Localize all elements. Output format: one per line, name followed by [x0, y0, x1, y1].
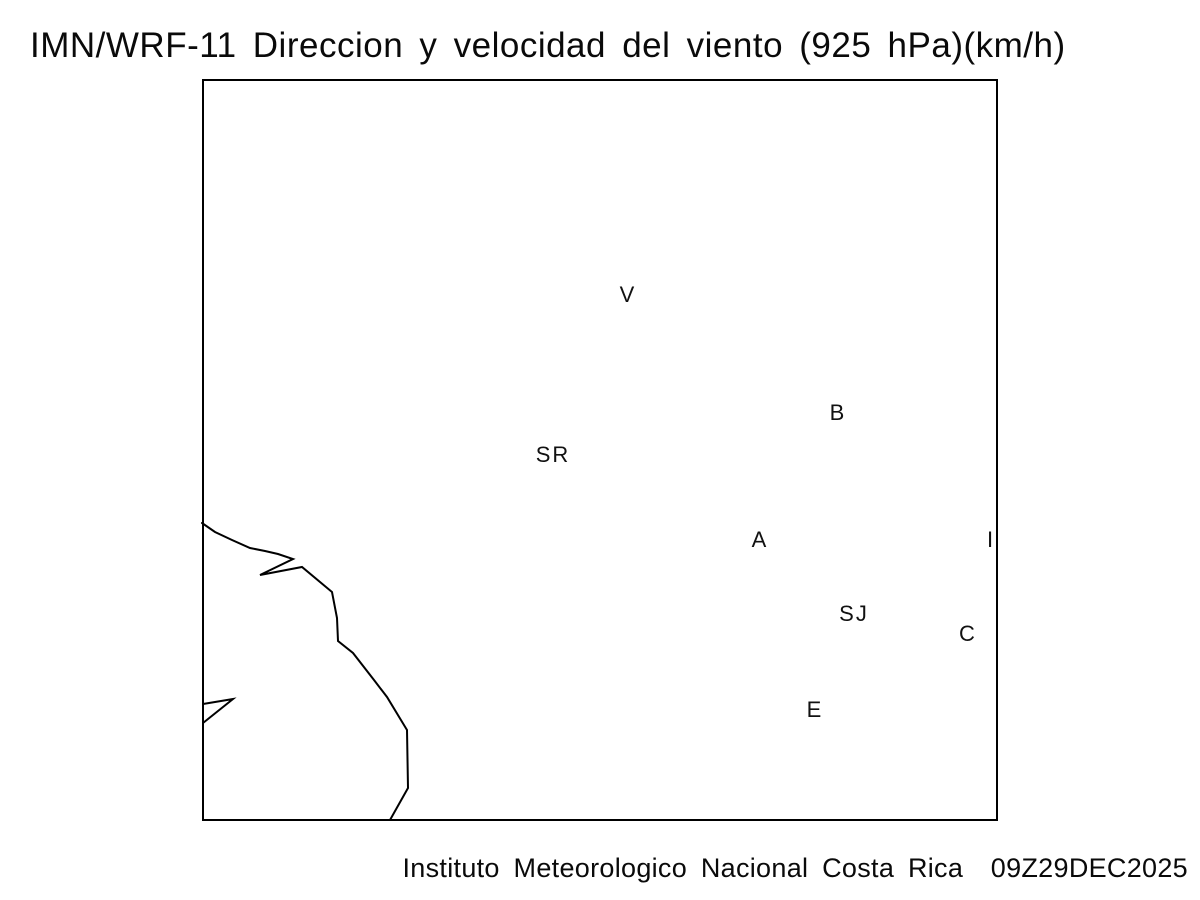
station-label-c: C	[959, 621, 977, 646]
page-title: IMN/WRF-11 Direccion y velocidad del vie…	[30, 26, 1066, 65]
station-label-i: I	[986, 527, 996, 552]
station-label-b: B	[829, 400, 847, 425]
station-label-e: E	[806, 697, 824, 722]
footer-caption: Instituto Meteorologico Nacional Costa R…	[402, 853, 1188, 883]
station-label-sj: SJ	[839, 601, 869, 626]
station-label-sr: SR	[535, 442, 571, 467]
station-label-v: V	[619, 282, 637, 307]
station-label-a: A	[751, 527, 769, 552]
